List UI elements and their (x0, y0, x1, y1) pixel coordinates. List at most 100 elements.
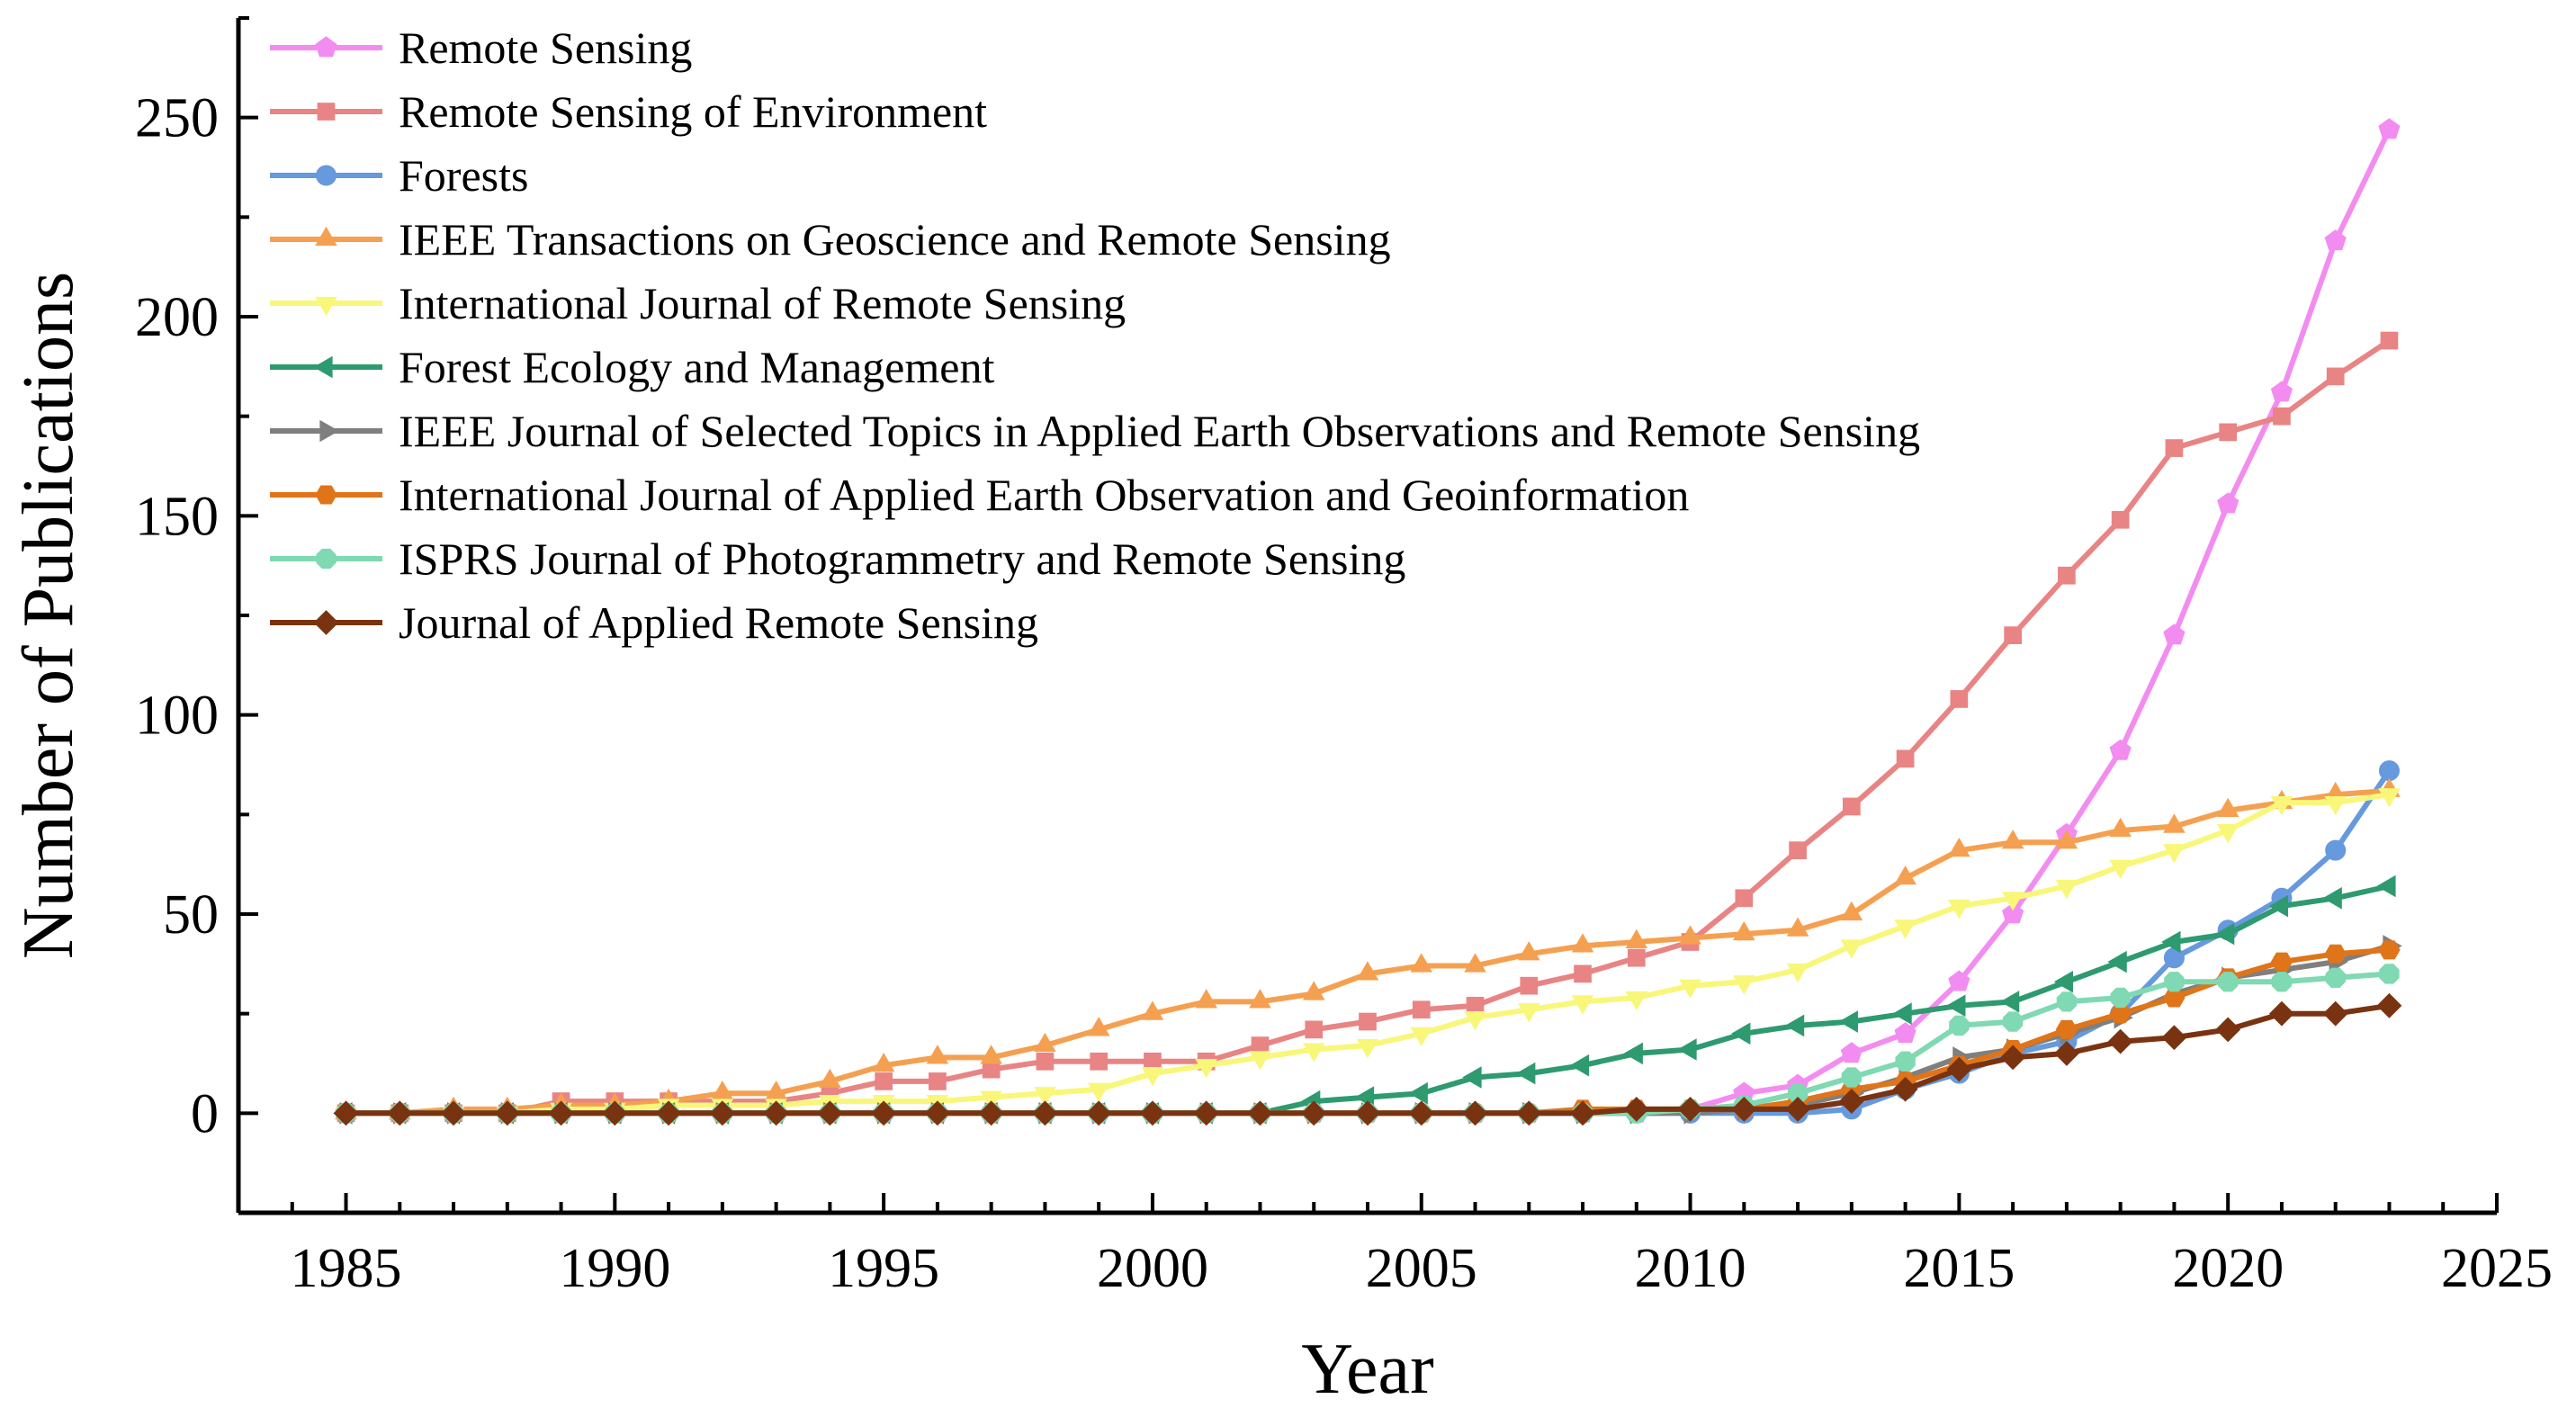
series-10 (333, 992, 2402, 1126)
legend-marker (316, 165, 337, 186)
data-point (1679, 979, 1701, 999)
data-point (1195, 1059, 1218, 1079)
data-point (1249, 989, 1271, 1009)
legend-marker (315, 296, 337, 317)
data-point (1733, 975, 1755, 995)
data-point (1462, 1100, 1488, 1126)
data-point (763, 1100, 789, 1126)
data-point (709, 1100, 735, 1126)
data-point (926, 1045, 949, 1064)
data-point (1946, 994, 1966, 1018)
data-point (2322, 886, 2342, 910)
data-point (2325, 967, 2346, 988)
data-point (980, 1045, 1002, 1064)
series-3 (336, 760, 2400, 1124)
data-point (1034, 1087, 1056, 1107)
legend-item: Journal of Applied Remote Sensing (270, 597, 1038, 648)
data-point (2055, 830, 2078, 849)
data-point (2214, 922, 2235, 946)
data-point (2379, 964, 2400, 984)
data-point (1894, 919, 1916, 939)
data-point (1894, 1022, 1916, 1044)
data-point (602, 1100, 628, 1126)
legend: Remote Sensing Remote Sensing of Environm… (270, 22, 1920, 648)
data-point (2270, 381, 2293, 402)
y-tick-label: 50 (163, 884, 219, 946)
data-point (1999, 991, 2020, 1013)
x-tick-label: 1990 (559, 1238, 670, 1299)
data-point (2107, 1028, 2133, 1054)
y-tick-label: 200 (135, 287, 219, 348)
data-point (2002, 1011, 2024, 1032)
data-point (1249, 1051, 1271, 1071)
data-point (1786, 917, 1809, 937)
data-point (1623, 1096, 1649, 1122)
data-point (1516, 1100, 1542, 1126)
data-point (2380, 331, 2399, 350)
legend-label: Forests (399, 150, 528, 201)
data-point (2055, 1019, 2078, 1039)
data-point (1841, 1067, 1862, 1088)
data-point (1517, 941, 1540, 961)
legend-label: IEEE Transactions on Geoscience and Remo… (399, 214, 1391, 265)
x-tick-label: 2010 (1635, 1238, 1746, 1299)
legend-marker (315, 36, 337, 58)
data-point (441, 1100, 466, 1126)
series-layer (333, 118, 2402, 1126)
legend-label: International Journal of Applied Earth O… (399, 470, 1689, 520)
data-point (1838, 1089, 1864, 1114)
data-point (2324, 229, 2347, 251)
data-point (2325, 839, 2347, 861)
data-point (1786, 963, 1809, 983)
data-point (1677, 1096, 1703, 1122)
data-point (1948, 900, 1970, 919)
data-point (1843, 797, 1861, 816)
data-point (2269, 1000, 2294, 1027)
legend-marker (319, 419, 339, 443)
y-tick-label: 250 (135, 88, 219, 149)
data-point (1412, 1000, 1431, 1019)
data-point (1895, 1051, 1916, 1072)
data-point (2324, 944, 2347, 964)
data-point (1785, 1096, 1811, 1122)
data-point (1036, 1052, 1055, 1071)
legend-marker (315, 226, 337, 247)
data-point (1627, 948, 1646, 967)
data-point (2058, 566, 2076, 585)
data-point (819, 1068, 841, 1089)
data-point (1140, 1100, 1165, 1126)
data-point (875, 1072, 893, 1090)
data-point (1840, 939, 1863, 959)
data-point (1948, 970, 1970, 991)
x-tick-label: 2015 (1903, 1238, 2015, 1299)
data-point (1141, 1000, 1164, 1020)
data-point (1571, 995, 1594, 1015)
data-point (2107, 950, 2127, 973)
series-line (346, 338, 2392, 1117)
data-point (1193, 1100, 1219, 1126)
data-point (494, 1100, 520, 1126)
data-point (1894, 865, 1916, 885)
data-point (2322, 1000, 2348, 1027)
data-point (2376, 992, 2402, 1018)
series-line (346, 792, 2390, 1117)
legend-item: IEEE Transactions on Geoscience and Remo… (270, 214, 1391, 265)
data-point (548, 1100, 574, 1126)
data-point (2161, 930, 2181, 954)
legend-label: Journal of Applied Remote Sensing (399, 597, 1038, 648)
legend-item: ISPRS Journal of Photogrammetry and Remo… (270, 534, 1405, 584)
data-point (1948, 837, 1970, 857)
data-point (872, 1053, 895, 1072)
data-point (1949, 1015, 1970, 1036)
data-point (2216, 823, 2239, 844)
data-point (924, 1100, 950, 1126)
y-tick-label: 0 (191, 1083, 219, 1144)
data-point (1464, 953, 1486, 973)
legend-marker (316, 548, 337, 569)
data-point (1625, 991, 1648, 1011)
data-point (333, 1100, 359, 1126)
data-point (1087, 1017, 1110, 1036)
data-point (1735, 889, 1754, 908)
data-point (1946, 1056, 1972, 1082)
